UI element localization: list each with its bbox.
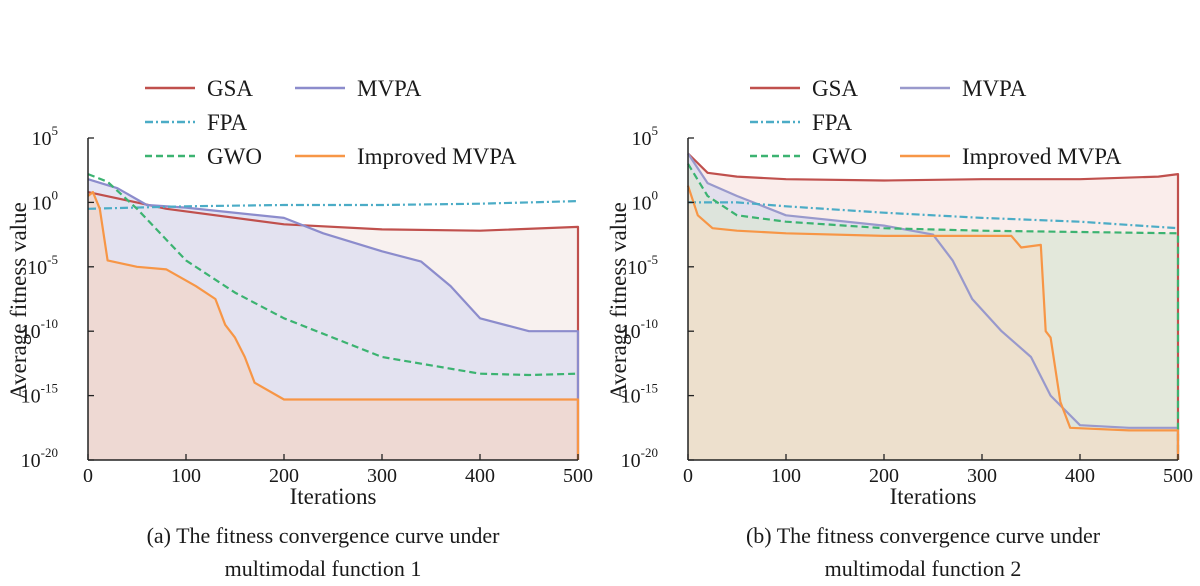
y-tick-label: 100: [32, 187, 59, 214]
x-tick-label: 300: [967, 465, 997, 487]
x-tick-label: 500: [563, 465, 593, 487]
y-tick-label: 105: [632, 123, 659, 150]
area-improved-mvpa: [88, 192, 578, 460]
y-tick-label: 10-5: [27, 252, 58, 279]
y-tick-label: 10-5: [627, 252, 658, 279]
series-line-improved-mvpa: [87, 191, 580, 460]
legend-label-mvpa: MVPA: [962, 76, 1027, 101]
x-tick-label: 400: [465, 465, 495, 487]
y-tick-label: 10-15: [21, 381, 58, 408]
legend-label-gwo: GWO: [812, 144, 867, 169]
caption-title: (b) The fitness convergence curve under: [746, 523, 1101, 548]
y-axis-label: Average fitness value: [6, 202, 31, 400]
legend-label-improved-mvpa: Improved MVPA: [357, 144, 517, 169]
legend-label-gsa: GSA: [207, 76, 253, 101]
x-tick-label: 500: [1163, 465, 1193, 487]
legend-label-gwo: GWO: [207, 144, 262, 169]
series-line-gwo: [687, 163, 1180, 460]
series-line-mvpa: [87, 178, 580, 460]
series-line-fpa: [688, 201, 1179, 230]
x-tick-label: 0: [83, 465, 93, 487]
chart-panel-2: 0 100 200 300 400 500 105 100 10-5 10-10 10-15 10-2…: [606, 76, 1193, 581]
y-tick-label: 10-15: [621, 381, 658, 408]
y-tick-label: 105: [32, 123, 59, 150]
y-axis-label: Average fitness value: [606, 202, 631, 400]
y-tick-label: 10-10: [21, 316, 58, 343]
y-tick-label: 10-20: [21, 445, 58, 472]
legend-label-improved-mvpa: Improved MVPA: [962, 144, 1122, 169]
series-line-improved-mvpa: [686, 185, 1180, 460]
y-tick-label: 10-20: [621, 445, 658, 472]
caption-title: (a) The fitness convergence curve under: [147, 523, 501, 548]
x-tick-label: 300: [367, 465, 397, 487]
area-improved-mvpa: [688, 185, 1178, 460]
y-tick-label: 10-10: [621, 316, 658, 343]
x-tick-label: 400: [1065, 465, 1095, 487]
legend-label-mvpa: MVPA: [357, 76, 422, 101]
legend-label-gsa: GSA: [812, 76, 858, 101]
legend-label-fpa: FPA: [207, 110, 247, 135]
series-line-gsa: [87, 191, 580, 460]
caption-subtitle: multimodal function 1: [225, 556, 422, 581]
series-line-fpa: [87, 200, 579, 210]
series-line-gwo: [87, 173, 579, 377]
caption-subtitle: multimodal function 2: [825, 556, 1022, 581]
x-tick-label: 0: [683, 465, 693, 487]
x-tick-label: 100: [771, 465, 801, 487]
legend-label-fpa: FPA: [812, 110, 852, 135]
x-tick-label: 200: [269, 465, 299, 487]
x-tick-label: 200: [869, 465, 899, 487]
x-tick-label: 100: [171, 465, 201, 487]
series-line-mvpa: [687, 152, 1180, 460]
x-axis-label: Iterations: [290, 484, 377, 509]
y-tick-label: 100: [632, 187, 659, 214]
chart-panel-1: 0 100 200 300 400 500 105 100 10-5 10-10 10-15 10-2…: [6, 76, 593, 581]
x-axis-label: Iterations: [890, 484, 977, 509]
series-line-gsa: [687, 152, 1180, 460]
